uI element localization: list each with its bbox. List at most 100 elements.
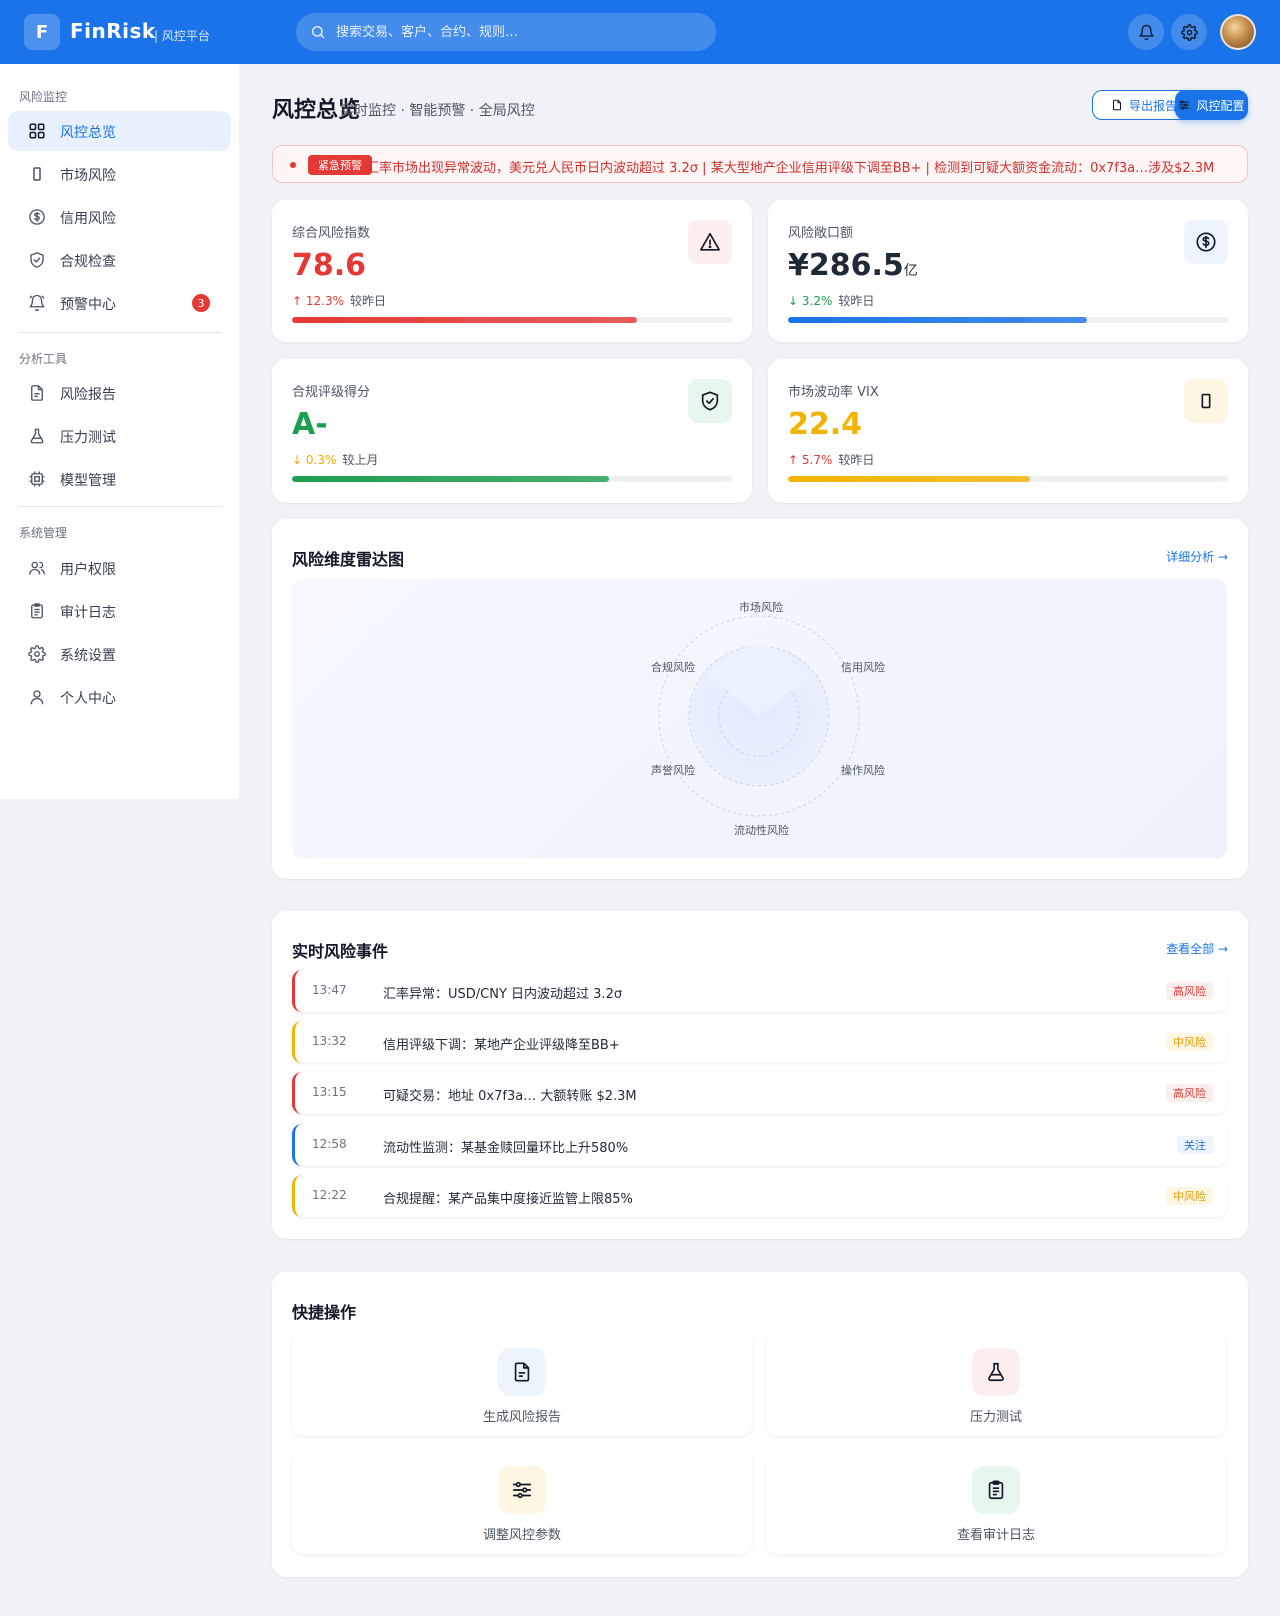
search-input[interactable] — [336, 13, 706, 51]
trend-icon — [33, 167, 41, 181]
sidebar-item-profile[interactable]: 个人中心 — [8, 677, 231, 717]
event-time: 13:32 — [312, 1034, 347, 1048]
shield-check-icon — [701, 391, 719, 411]
alert-ticker-text: 汇率市场出现异常波动，美元兑人民币日内波动超过 3.2σ | 某大型地产企业信用… — [366, 161, 1215, 176]
sidebar-item-label: 预警中心 — [60, 297, 116, 313]
sidebar-item-overview[interactable]: 风控总览 — [8, 111, 231, 151]
export-report-label: 导出报告 — [1128, 98, 1177, 113]
quick-action-icon — [498, 1348, 546, 1396]
event-row[interactable]: 13:47 汇率异常：USD/CNY 日内波动超过 3.2σ 高风险 — [292, 970, 1227, 1012]
sidebar-item-compliance[interactable]: 合规检查 — [8, 240, 231, 280]
quick-action-icon — [972, 1348, 1020, 1396]
document-icon — [514, 1362, 530, 1382]
notifications-button[interactable] — [1128, 14, 1164, 50]
sidebar-item-label: 个人中心 — [60, 691, 116, 707]
sidebar-item-alerts[interactable]: 预警中心 3 — [8, 283, 231, 323]
sidebar-item-label: 风险报告 — [60, 387, 116, 403]
radar-axis-label: 信用风险 — [841, 661, 885, 674]
kpi-card-compliance[interactable]: 合规评级得分 A- ↓ 0.3% 较上月 — [272, 359, 752, 503]
sidebar-item-risk-report[interactable]: 风险报告 — [8, 373, 231, 413]
detail-analysis-link[interactable]: 详细分析 → — [1166, 550, 1228, 564]
radar-chart-panel: 市场风险 信用风险 操作风险 流动性风险 声誉风险 合规风险 — [292, 579, 1227, 858]
event-time: 13:47 — [312, 983, 347, 997]
radar-axis-label: 操作风险 — [841, 764, 885, 777]
bell-icon — [29, 294, 45, 312]
event-row[interactable]: 12:58 流动性监测：某基金赎回量环比上升580% 关注 — [292, 1124, 1227, 1166]
kpi-card-exposure[interactable]: 风险敞口额 ¥286.5亿 ↓ 3.2% 较昨日 — [768, 200, 1248, 342]
grid-icon — [29, 123, 45, 139]
sidebar-item-label: 市场风险 — [60, 168, 116, 184]
kpi-label: 合规评级得分 — [292, 385, 371, 400]
chip-icon — [29, 471, 45, 487]
kpi-progress-track — [292, 476, 732, 482]
brand-name: FinRisk — [70, 19, 156, 43]
user-avatar[interactable] — [1220, 14, 1256, 50]
sidebar-item-market-risk[interactable]: 市场风险 — [8, 154, 231, 194]
sidebar-item-label: 审计日志 — [60, 605, 116, 621]
kpi-progress-track — [788, 317, 1228, 323]
kpi-progress-fill — [292, 317, 638, 323]
kpi-progress-track — [292, 317, 732, 323]
sidebar-section-title: 风险监控 — [19, 90, 68, 104]
event-level-tag: 中风险 — [1166, 1033, 1213, 1051]
sidebar-item-models[interactable]: 模型管理 — [8, 459, 231, 499]
urgent-alert-bar[interactable]: 紧急预警 汇率市场出现异常波动，美元兑人民币日内波动超过 3.2σ | 某大型地… — [272, 145, 1248, 183]
settings-button[interactable] — [1171, 14, 1207, 50]
quick-action-audit-log[interactable]: 查看审计日志 — [766, 1450, 1226, 1554]
risk-config-button[interactable]: 风控配置 — [1175, 90, 1248, 120]
brand-subtitle: | 风控平台 — [154, 29, 210, 43]
sidebar-item-stress-test[interactable]: 压力测试 — [8, 416, 231, 456]
event-row[interactable]: 12:22 合规提醒：某产品集中度接近监管上限85% 中风险 — [292, 1175, 1227, 1217]
sidebar-item-label: 用户权限 — [60, 562, 116, 578]
event-level-tag: 关注 — [1177, 1136, 1213, 1154]
view-all-link[interactable]: 查看全部 → — [1166, 942, 1228, 956]
sidebar: 风险监控 风控总览 市场风险 信用风险 合规检查 预警中心 3 分析工具 风险报… — [0, 64, 239, 799]
document-icon — [1112, 99, 1121, 111]
kpi-label: 市场波动率 VIX — [788, 385, 879, 400]
gear-icon — [28, 645, 46, 663]
kpi-value: 78.6 — [292, 248, 367, 283]
kpi-icon — [688, 220, 732, 264]
sidebar-item-label: 系统设置 — [60, 648, 116, 664]
quick-action-stress-test[interactable]: 压力测试 — [766, 1332, 1226, 1436]
quick-actions-title: 快捷操作 — [292, 1303, 357, 1322]
event-row[interactable]: 13:15 可疑交易：地址 0x7f3a… 大额转账 $2.3M 高风险 — [292, 1072, 1227, 1114]
logo: F — [24, 14, 60, 50]
radar-card-title: 风险维度雷达图 — [292, 550, 405, 569]
sidebar-item-settings[interactable]: 系统设置 — [8, 634, 231, 674]
sidebar-item-audit-log[interactable]: 审计日志 — [8, 591, 231, 631]
sidebar-item-label: 压力测试 — [60, 430, 116, 446]
event-row[interactable]: 13:32 信用评级下调：某地产企业评级降至BB+ 中风险 — [292, 1021, 1227, 1063]
kpi-icon — [1184, 220, 1228, 264]
quick-action-label: 压力测试 — [969, 1410, 1022, 1425]
quick-action-adjust-params[interactable]: 调整风控参数 — [292, 1450, 752, 1554]
search-box[interactable] — [296, 13, 716, 51]
event-time: 12:58 — [312, 1137, 347, 1151]
events-card: 实时风险事件 查看全部 → 13:47 汇率异常：USD/CNY 日内波动超过 … — [272, 911, 1248, 1239]
sidebar-item-label: 合规检查 — [60, 254, 116, 270]
user-icon — [30, 690, 44, 705]
kpi-trend: ↑ 5.7% 较昨日 — [788, 453, 875, 467]
sidebar-item-credit-risk[interactable]: 信用风险 — [8, 197, 231, 237]
quick-action-label: 生成风险报告 — [482, 1410, 561, 1425]
quick-action-generate-report[interactable]: 生成风险报告 — [292, 1332, 752, 1436]
event-text: 信用评级下调：某地产企业评级降至BB+ — [383, 1038, 620, 1053]
kpi-card-vix[interactable]: 市场波动率 VIX 22.4 ↑ 5.7% 较昨日 — [768, 359, 1248, 503]
quick-action-icon — [972, 1466, 1020, 1514]
event-level-tag: 高风险 — [1166, 982, 1213, 1000]
sidebar-section-title: 分析工具 — [19, 352, 68, 366]
sidebar-item-permissions[interactable]: 用户权限 — [8, 548, 231, 588]
radar-axis-label: 市场风险 — [739, 601, 783, 614]
event-text: 可疑交易：地址 0x7f3a… 大额转账 $2.3M — [383, 1089, 637, 1104]
kpi-card-risk-index[interactable]: 综合风险指数 78.6 ↑ 12.3% 较昨日 — [272, 200, 752, 342]
kpi-progress-fill — [292, 476, 609, 482]
page-title: 风控总览 — [272, 98, 361, 123]
clipboard-icon — [31, 603, 43, 619]
kpi-value: A- — [292, 407, 328, 442]
alert-dot — [290, 162, 296, 168]
top-header: F FinRisk | 风控平台 — [0, 0, 1280, 64]
sidebar-divider — [19, 506, 222, 507]
quick-actions-card: 快捷操作 生成风险报告 压力测试 调整风控参数 查看审计日志 — [272, 1272, 1248, 1577]
sidebar-item-label: 模型管理 — [60, 473, 116, 489]
sidebar-section-title: 系统管理 — [19, 526, 68, 540]
